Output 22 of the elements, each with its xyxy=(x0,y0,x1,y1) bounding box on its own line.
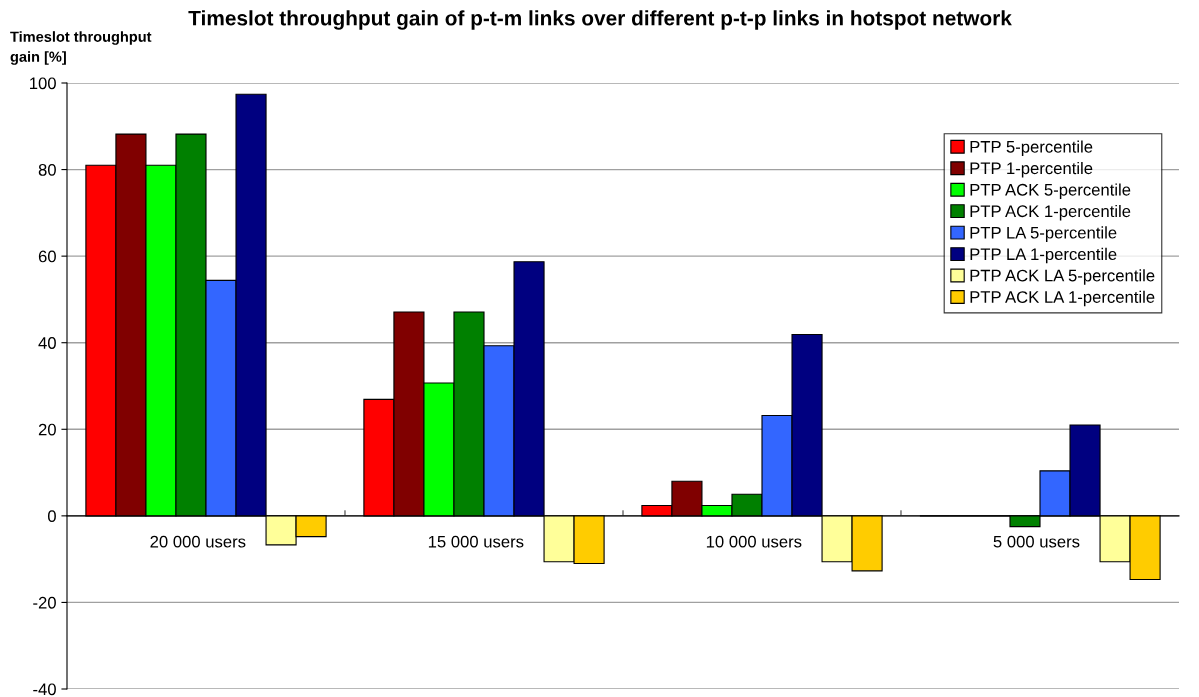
legend-label: PTP ACK 1-percentile xyxy=(970,204,1131,221)
x-tick-label: 10 000 users xyxy=(706,535,802,548)
x-tick-label: 20 000 users xyxy=(150,535,246,548)
y-tick-label: -40 xyxy=(33,683,56,696)
legend-label: PTP 1-percentile xyxy=(970,161,1093,178)
y-axis-title: Timeslot throughput gain [%] xyxy=(10,31,152,65)
y-tick-label: 60 xyxy=(38,250,56,263)
legend-label: PTP LA 5-percentile xyxy=(970,226,1117,242)
legend-label: PTP ACK LA 5-percentile xyxy=(970,269,1155,285)
y-tick-label: 100 xyxy=(30,77,56,90)
y-tick-label: 40 xyxy=(38,337,56,349)
y-tick-label: 80 xyxy=(38,163,56,176)
legend-label: PTP ACK LA 1-percentile xyxy=(970,290,1155,307)
y-tick-label: 20 xyxy=(38,423,56,436)
legend-label: PTP LA 1-percentile xyxy=(970,247,1117,264)
legend-label: PTP 5-percentile xyxy=(970,140,1093,157)
legend-label: PTP ACK 5-percentile xyxy=(970,183,1131,199)
y-tick-label: 0 xyxy=(47,510,56,523)
x-tick-label: 15 000 users xyxy=(428,535,524,548)
x-tick-label: 5 000 users xyxy=(993,535,1080,548)
y-tick-label: -20 xyxy=(33,596,56,609)
chart-title: Timeslot throughput gain of p-t-m links over different p-t-p links in hotspot network xyxy=(188,10,1012,30)
